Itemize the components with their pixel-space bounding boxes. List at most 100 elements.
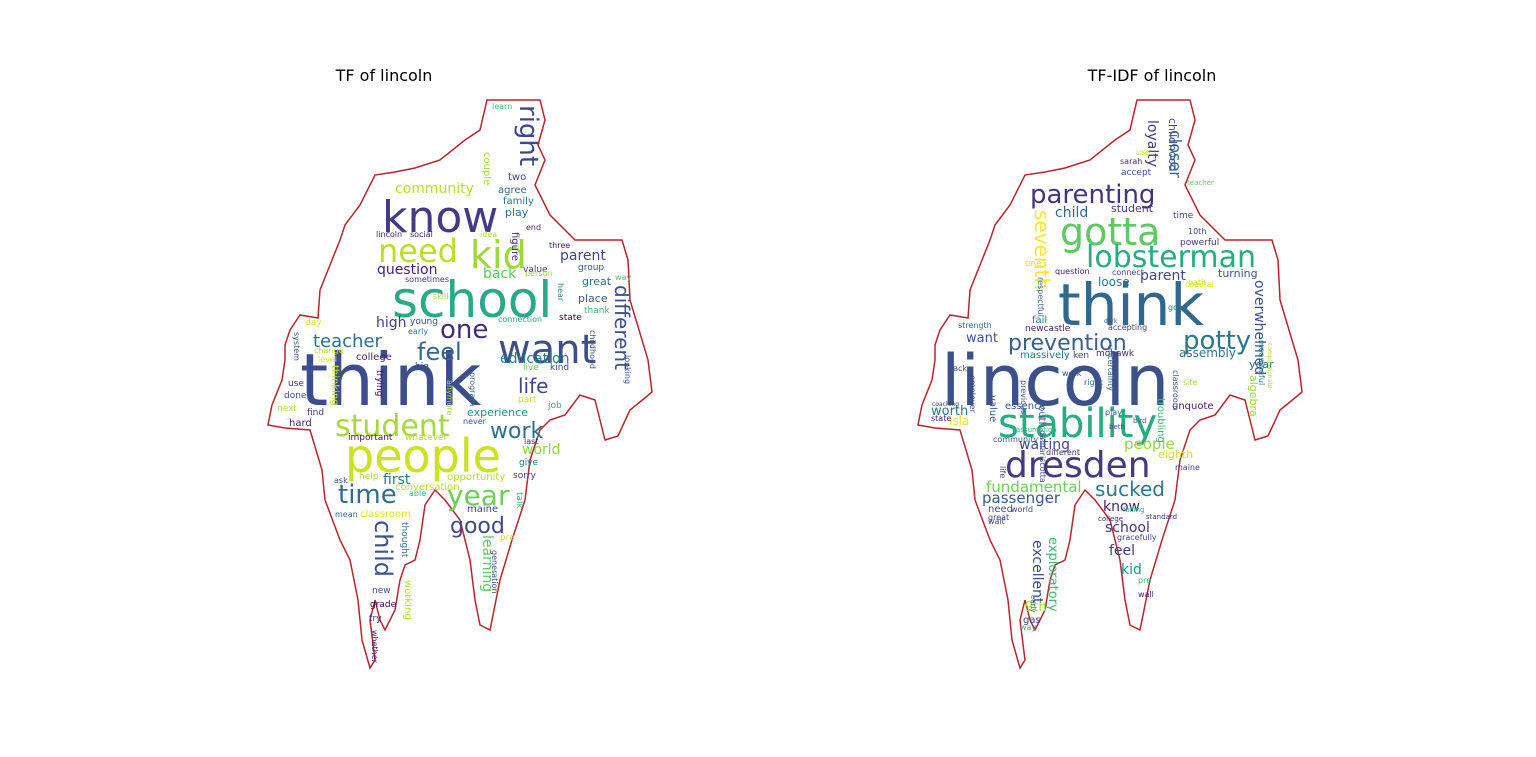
word: beth [1109,423,1125,431]
word: turning [1218,267,1258,280]
word: world [522,442,561,458]
word: question [1055,267,1090,276]
word: know [382,192,498,243]
word: worth [931,404,968,419]
word: high [376,315,407,331]
word: year [447,479,510,512]
word: child [369,520,397,577]
word: trying [374,370,384,396]
word: kid [470,233,527,277]
word: right [513,105,543,166]
word: want [966,331,998,346]
word: excellent [1029,540,1045,604]
word: sometimes [405,275,449,284]
tfidf-mask-outline [917,99,1303,670]
word: two [508,172,526,183]
tfidf-panel: TF-IDF of lincoln lincoln think stability d… [768,0,1536,757]
word: accepting [1108,323,1147,332]
word: maine [1175,463,1200,472]
word: site [1183,378,1198,387]
word: essence [1005,401,1046,412]
word: grade [370,600,397,610]
word: passenger [982,489,1061,507]
word: kind [550,363,569,373]
word: prevention [1008,331,1127,356]
word: help [359,472,379,482]
word: potty [1183,326,1251,356]
word: use [1136,148,1150,157]
word: thought [399,522,409,558]
word: meaningful [1257,340,1266,385]
word: play [1105,408,1122,417]
word: accept [1121,168,1152,178]
word: figure [509,232,520,261]
word: gas [1023,615,1041,626]
word: different [1046,448,1080,457]
word: loose [1098,275,1130,289]
word: massively [1020,350,1070,361]
word: world [1011,505,1033,514]
word: employer [968,375,977,414]
word: back [483,266,517,282]
word: anymore [445,380,454,416]
word: gracefully [1117,533,1157,542]
word: program [468,372,477,406]
word: fail [1032,315,1047,326]
word: feel [417,338,462,366]
word: parent [1140,268,1186,284]
word: last [524,437,538,446]
word: teacher [1187,179,1214,187]
word: mohawk [1096,349,1135,359]
word: college [356,352,392,363]
word: question [377,262,437,278]
word: pre [500,533,515,543]
word: thank [584,306,610,316]
word: opportunity [447,472,505,483]
word: level [318,355,337,364]
word: waiting [1019,437,1070,453]
word: connection [498,315,542,324]
word: next [277,404,297,414]
word: early [408,327,428,336]
word: live [523,363,539,373]
word: learn [492,102,512,111]
word: good [450,514,505,539]
word: lincoln [941,340,1169,422]
word: part [518,395,537,405]
word: young [410,317,438,327]
word: state [931,414,951,423]
word: teacher [313,331,383,352]
word: life [518,374,548,398]
word: idea [480,230,497,239]
word: coaching [932,401,959,408]
word: back [948,364,967,373]
word: student [335,409,450,444]
word: parenting [1030,180,1155,210]
word: failing [1123,506,1144,514]
word: agree [498,185,527,196]
word: 9th [1025,600,1047,615]
word: algebra [1247,375,1260,417]
word: social [410,230,433,239]
word: assembly [1179,346,1236,360]
word: ask [334,476,348,485]
word: standard [1146,513,1177,521]
word: way [1020,623,1036,632]
word: lincoln [376,230,402,239]
word: dark [1104,318,1118,325]
word: newcastle [1025,324,1071,334]
word: job [547,401,562,411]
word: 10th [1188,227,1206,236]
word: kid [1121,562,1142,578]
word: try [369,614,382,624]
word: great [988,513,1009,522]
word: life [998,466,1007,478]
word: respectful [1036,277,1045,317]
word: sucked [1095,477,1165,501]
word: loyalty [1144,120,1160,167]
word: coastal [1185,280,1214,289]
word: place [578,292,608,305]
word: change [314,346,344,355]
word: experience [467,406,528,419]
